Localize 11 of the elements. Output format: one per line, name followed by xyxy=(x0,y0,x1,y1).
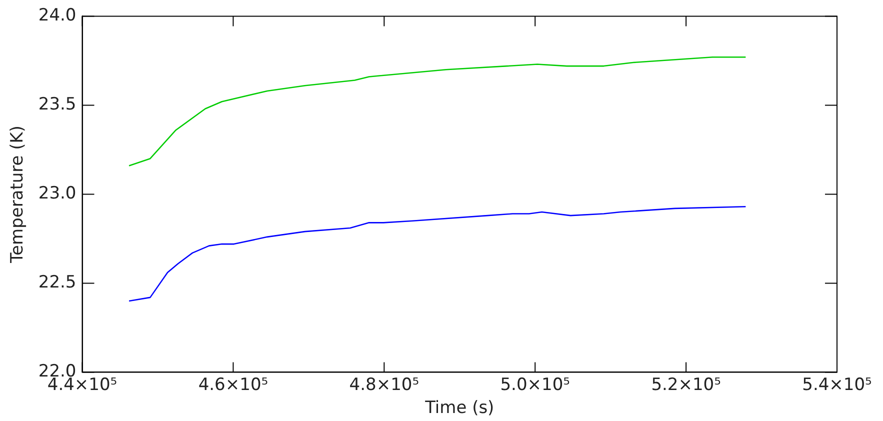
y-tick-label: 23.0 xyxy=(38,184,76,204)
y-tick-label: 23.5 xyxy=(38,94,76,115)
x-tick-label: 5.2×10⁵ xyxy=(651,374,721,395)
x-tick-label: 5.0×10⁵ xyxy=(500,374,570,395)
y-tick-label: 24.0 xyxy=(38,6,76,26)
x-tick-label: 5.4×10⁵ xyxy=(802,374,872,395)
x-tick-label: 4.6×10⁵ xyxy=(198,374,268,395)
x-tick-label: 4.8×10⁵ xyxy=(349,374,420,395)
y-tick-label: 22.5 xyxy=(38,272,76,293)
x-axis-title: Time (s) xyxy=(424,398,494,418)
y-axis-title: Temperature (K) xyxy=(8,125,28,264)
